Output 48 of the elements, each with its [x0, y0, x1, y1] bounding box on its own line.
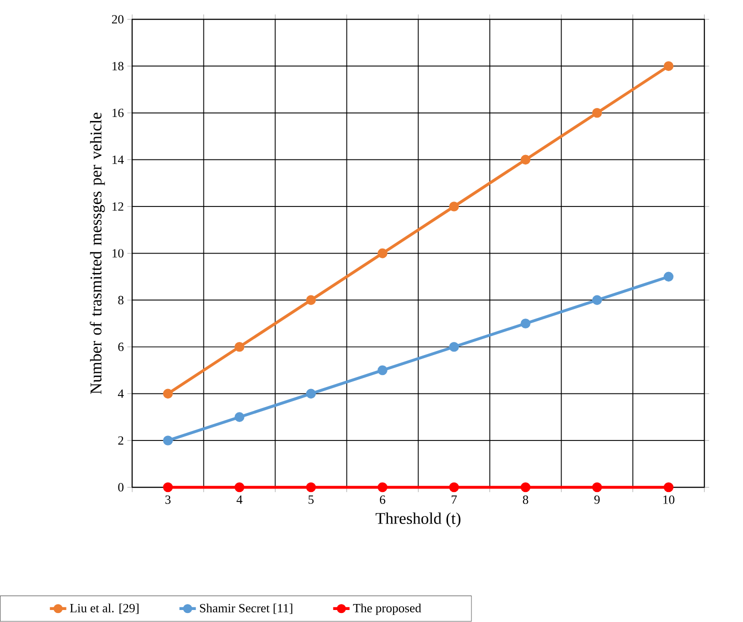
point — [306, 388, 316, 399]
point — [592, 482, 602, 492]
y-tick-label: 10 — [112, 249, 124, 258]
point — [234, 342, 244, 352]
legend-label: Liu et al. [29] — [70, 604, 138, 614]
y-tick-label: 14 — [112, 156, 124, 164]
point — [449, 482, 459, 492]
point — [664, 61, 674, 72]
point — [234, 412, 244, 422]
point — [306, 482, 316, 492]
y-tick-label: 6 — [118, 342, 124, 352]
x-tick-label: 6 — [380, 496, 386, 504]
x-tick-label: 9 — [594, 496, 600, 504]
point — [664, 272, 674, 282]
x-tick-label: 10 — [663, 496, 674, 504]
y-axis-title: Number of trasmitted messges per vehicle — [90, 112, 105, 394]
point — [520, 482, 530, 492]
x-tick-label: 7 — [452, 496, 457, 504]
y-tick-label: 4 — [118, 390, 124, 398]
point — [664, 482, 674, 492]
point — [378, 482, 388, 492]
x-tick-label: 5 — [308, 496, 314, 504]
y-tick-label: 20 — [112, 15, 124, 24]
point — [449, 342, 459, 352]
point — [306, 295, 316, 306]
point — [520, 154, 530, 165]
point — [378, 366, 388, 376]
point — [449, 202, 459, 212]
y-tick-label: 18 — [112, 62, 124, 71]
point — [163, 482, 173, 492]
legend-label: Shamir Secret [11] — [200, 604, 292, 614]
point — [378, 248, 388, 258]
x-tick-label: 3 — [165, 496, 171, 504]
y-tick-label: 12 — [112, 202, 124, 211]
point — [163, 388, 173, 399]
y-tick-label: 8 — [118, 296, 124, 304]
point — [520, 318, 530, 329]
point — [234, 482, 244, 492]
y-tick-label: 2 — [118, 436, 124, 445]
legend-label: The proposed — [353, 604, 422, 616]
x-axis-title: Threshold (t) — [376, 512, 460, 528]
x-tick-label: 8 — [522, 496, 528, 504]
point — [163, 436, 173, 446]
point — [592, 108, 602, 118]
y-tick-label: 16 — [112, 108, 124, 118]
point — [592, 295, 602, 306]
x-tick-label: 4 — [236, 496, 242, 504]
y-tick-label: 0 — [118, 483, 124, 492]
